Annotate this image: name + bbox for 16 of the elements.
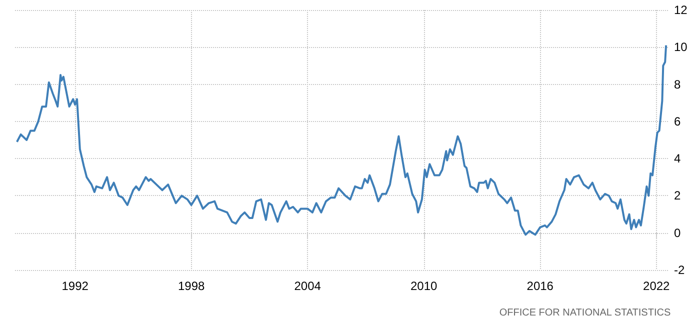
x-tick-label: 2016 (526, 279, 554, 293)
y-tick-label: 6 (674, 114, 681, 128)
y-tick-label: 4 (674, 152, 681, 166)
y-tick-label: 0 (674, 226, 681, 240)
y-tick-label: 8 (674, 77, 681, 92)
x-tick-label: 2004 (294, 279, 322, 293)
text: OFFICE FOR NATIONAL STATISTICS (499, 308, 671, 318)
x-tick-label: 1998 (178, 279, 205, 293)
y-tick-label: 10 (674, 40, 688, 54)
y-tick-label: 12 (674, 3, 688, 17)
x-tick-label: 2022 (643, 279, 670, 293)
x-tick-label: 2010 (410, 279, 438, 293)
line-series (16, 44, 668, 236)
y-tick-label: -2 (674, 263, 685, 277)
y-tick-label: 2 (674, 188, 681, 203)
x-tick-label: 1992 (62, 279, 89, 293)
